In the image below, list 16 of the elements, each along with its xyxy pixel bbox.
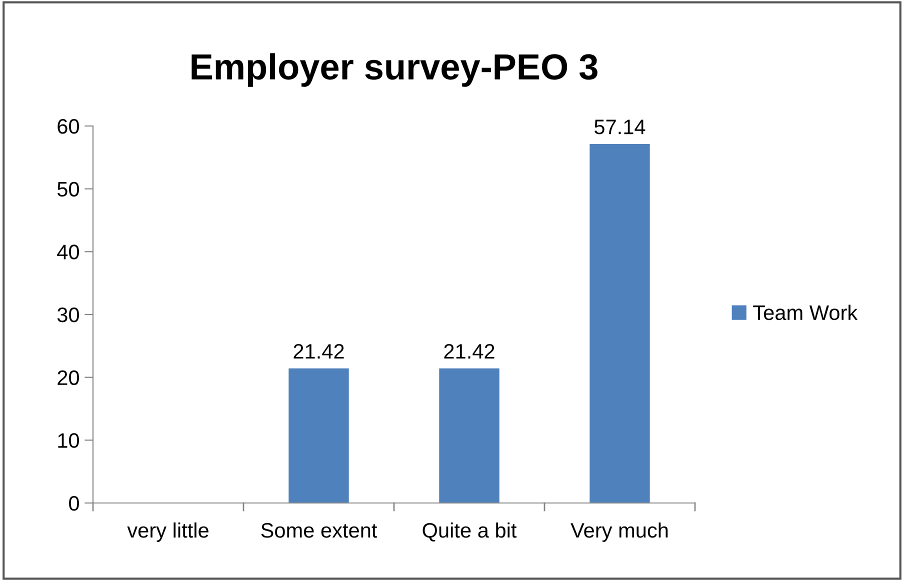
data-label: 57.14 [594,120,646,134]
y-tick-label: 50 [57,182,79,197]
y-tick-label: 30 [57,308,79,322]
y-tick-label: 60 [58,119,79,134]
data-label: 21.42 [294,344,344,359]
y-tick-label: 40 [57,244,79,260]
chart-title: Employer survey-PEO 3 [192,53,598,87]
y-tick-label: 20 [58,370,79,386]
data-label: 21.42 [444,344,494,359]
y-tick-label: 0 [69,496,79,511]
x-tick-label: Very much [570,522,668,542]
x-tick-label: Quite a bit [422,522,517,542]
x-tick-label: very little [127,522,208,542]
x-tick-label: Some extent [261,522,378,538]
y-tick-label: 10 [58,433,79,448]
legend-label: Team Work [753,304,858,320]
